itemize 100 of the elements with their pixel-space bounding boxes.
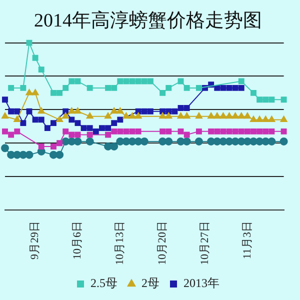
point (166, 128, 172, 134)
point (104, 112, 112, 119)
point (232, 112, 239, 119)
point (26, 40, 32, 46)
point (262, 116, 270, 122)
point (62, 84, 69, 91)
point (86, 137, 94, 146)
point (56, 116, 64, 122)
point (166, 84, 172, 91)
chart-title: 2014年高淳螃蟹价格走势图 (34, 9, 262, 32)
point (105, 132, 112, 138)
legend-label: 2母 (142, 276, 160, 290)
point (250, 128, 256, 134)
point (177, 112, 184, 119)
point (135, 128, 142, 134)
point (86, 125, 93, 132)
point (92, 128, 99, 134)
point (8, 108, 14, 114)
point (62, 128, 69, 134)
point (62, 112, 70, 119)
point (214, 128, 220, 134)
point (38, 107, 45, 114)
point (117, 128, 124, 134)
point (220, 84, 226, 91)
point (110, 142, 118, 150)
legend-label: 2013年 (184, 276, 220, 290)
point (178, 128, 184, 134)
point (14, 116, 21, 122)
point (226, 84, 232, 91)
point (26, 108, 32, 114)
point (232, 128, 238, 134)
point (159, 112, 166, 119)
point (111, 120, 118, 126)
point (135, 78, 142, 84)
point (1, 144, 9, 152)
point (68, 78, 75, 84)
point (280, 128, 287, 134)
x-tick-label: 10月20日 (156, 221, 168, 265)
point (184, 132, 190, 138)
point (117, 78, 124, 84)
point (165, 112, 172, 119)
point (244, 128, 250, 134)
point (134, 112, 142, 119)
point (14, 128, 20, 134)
point (250, 90, 256, 96)
point (160, 108, 166, 114)
point (1, 112, 9, 119)
point (226, 112, 233, 119)
point (14, 108, 20, 114)
point (280, 137, 288, 146)
point (8, 84, 14, 91)
point (208, 128, 214, 134)
point (194, 137, 203, 146)
point (20, 120, 26, 126)
point (50, 143, 56, 150)
point (244, 112, 251, 119)
point (129, 128, 136, 134)
point (147, 78, 154, 84)
point (68, 107, 76, 114)
point (68, 132, 75, 138)
point (74, 107, 82, 114)
legend-label: 2.5母 (90, 276, 118, 290)
point (268, 128, 275, 134)
point (184, 84, 190, 91)
point (178, 105, 184, 111)
x-tick-label: 10月27日 (198, 221, 211, 265)
point (86, 112, 94, 119)
point (238, 78, 244, 84)
point (238, 112, 245, 119)
point (164, 137, 173, 146)
point (111, 128, 118, 134)
point (226, 128, 232, 134)
point (256, 128, 263, 134)
point (268, 137, 276, 146)
point (32, 54, 38, 61)
point (20, 84, 26, 91)
point (128, 112, 136, 119)
point (256, 116, 264, 122)
point (208, 112, 215, 119)
point (116, 107, 124, 114)
point (50, 90, 56, 96)
point (99, 125, 105, 132)
point (172, 108, 178, 114)
point (80, 125, 87, 132)
point (123, 78, 130, 84)
point (220, 112, 227, 119)
point (238, 128, 244, 134)
point (268, 116, 276, 122)
point (68, 116, 75, 123)
point (238, 84, 244, 91)
point (2, 96, 8, 103)
point (56, 150, 64, 159)
point (44, 125, 50, 132)
point (147, 108, 154, 114)
point (262, 96, 269, 103)
point (280, 116, 288, 122)
point (183, 112, 190, 119)
point (38, 116, 44, 123)
point (86, 132, 93, 138)
point (26, 88, 33, 96)
